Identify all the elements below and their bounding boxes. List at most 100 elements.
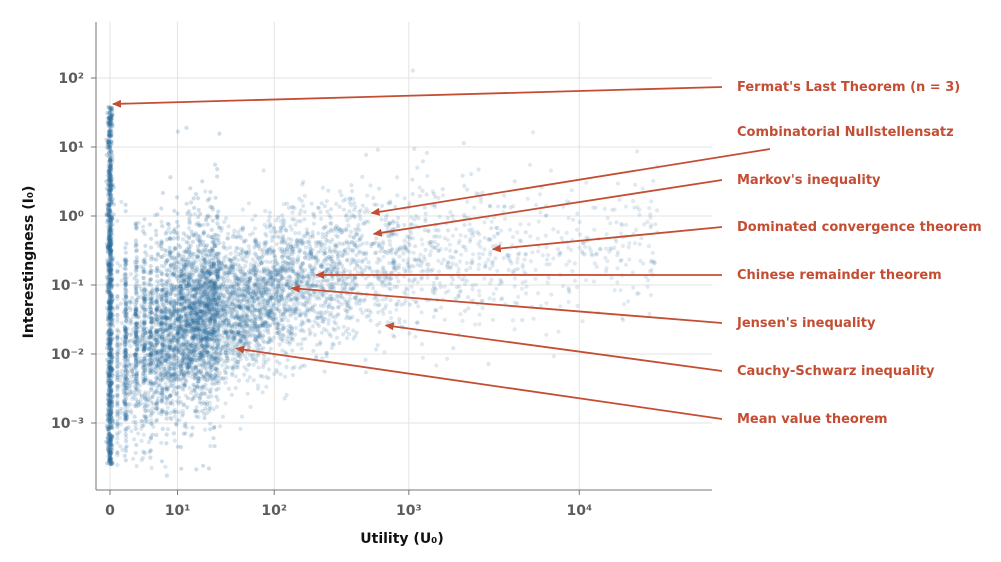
scatter-point [108,461,113,466]
scatter-point [109,149,114,154]
scatter-point [107,263,112,268]
scatter-point [106,445,111,450]
scatter-point [108,193,113,198]
scatter-point [216,251,222,256]
scatter-point [218,352,224,357]
scatter-point [466,306,471,311]
scatter-point [107,129,112,134]
scatter-point [282,396,287,401]
scatter-point [109,450,114,455]
scatter-point [107,313,113,318]
scatter-point [107,243,112,248]
scatter-point [106,244,111,249]
scatter-point [164,473,169,478]
scatter-point [107,455,112,460]
scatter-point [115,432,120,437]
scatter-point [141,275,146,280]
scatter-point [140,348,145,353]
scatter-point [123,435,129,440]
scatter-point [107,337,112,342]
scatter-point [324,199,329,204]
scatter-point [106,235,111,241]
scatter-point [211,436,216,441]
scatter-point [115,440,120,445]
scatter-point [107,336,113,341]
scatter-point [109,295,115,300]
scatter-point [446,228,451,233]
scatter-point [312,332,317,338]
scatter-point [167,267,172,273]
scatter-point [106,230,111,235]
scatter-point [106,133,112,138]
scatter-point [106,151,112,156]
scatter-point [107,403,112,408]
scatter-point [108,162,113,167]
scatter-point [167,245,172,250]
scatter-point [105,346,110,351]
scatter-point [107,242,112,247]
scatter-point [109,394,114,399]
scatter-point [107,340,113,345]
scatter-point [133,450,138,456]
scatter-point [108,451,114,457]
scatter-point [107,207,112,213]
scatter-point [106,285,111,290]
scatter-point [107,301,112,306]
scatter-point [119,406,124,411]
scatter-point [108,278,113,283]
scatter-point [109,366,114,371]
scatter-point [465,187,470,192]
scatter-point [149,307,154,312]
scatter-point [108,192,113,197]
scatter-point [104,242,110,247]
scatter-point [154,232,159,238]
scatter-point [105,245,110,250]
scatter-point [158,255,163,260]
scatter-point [108,253,114,258]
scatter-point [105,426,110,431]
scatter-point [320,356,325,361]
scatter-point [108,311,113,316]
scatter-point [108,167,113,172]
scatter-point [108,261,113,266]
scatter-point [106,322,111,327]
scatter-point [383,222,388,227]
scatter-point [204,387,209,392]
scatter-point [106,317,111,322]
scatter-point [108,437,113,442]
scatter-point [401,258,406,263]
scatter-point [108,165,113,170]
scatter-point [266,367,272,372]
scatter-point [105,207,111,212]
scatter-point [110,121,115,126]
scatter-point [119,336,124,341]
scatter-point [346,223,351,228]
scatter-point [176,395,182,400]
scatter-point [106,402,111,407]
scatter-point [211,425,216,430]
scatter-point [106,281,111,286]
scatter-point [105,305,110,311]
scatter-point [104,152,109,158]
scatter-point [184,125,189,130]
scatter-point [108,255,113,261]
scatter-point [438,284,443,289]
scatter-point [109,277,114,282]
scatter-point [108,238,113,243]
scatter-point [106,169,111,174]
scatter-point [215,167,220,172]
scatter-point [106,211,111,216]
scatter-point [215,221,220,226]
scatter-point [256,365,261,370]
scatter-point [462,308,468,314]
scatter-point [194,467,199,472]
scatter-point [106,374,111,379]
scatter-point [106,218,111,223]
scatter-point [106,393,111,398]
scatter-point [196,273,201,279]
scatter-point [169,392,174,397]
scatter-point [290,210,295,215]
scatter-point [115,218,120,224]
scatter-point [107,337,112,342]
scatter-point [105,461,110,466]
